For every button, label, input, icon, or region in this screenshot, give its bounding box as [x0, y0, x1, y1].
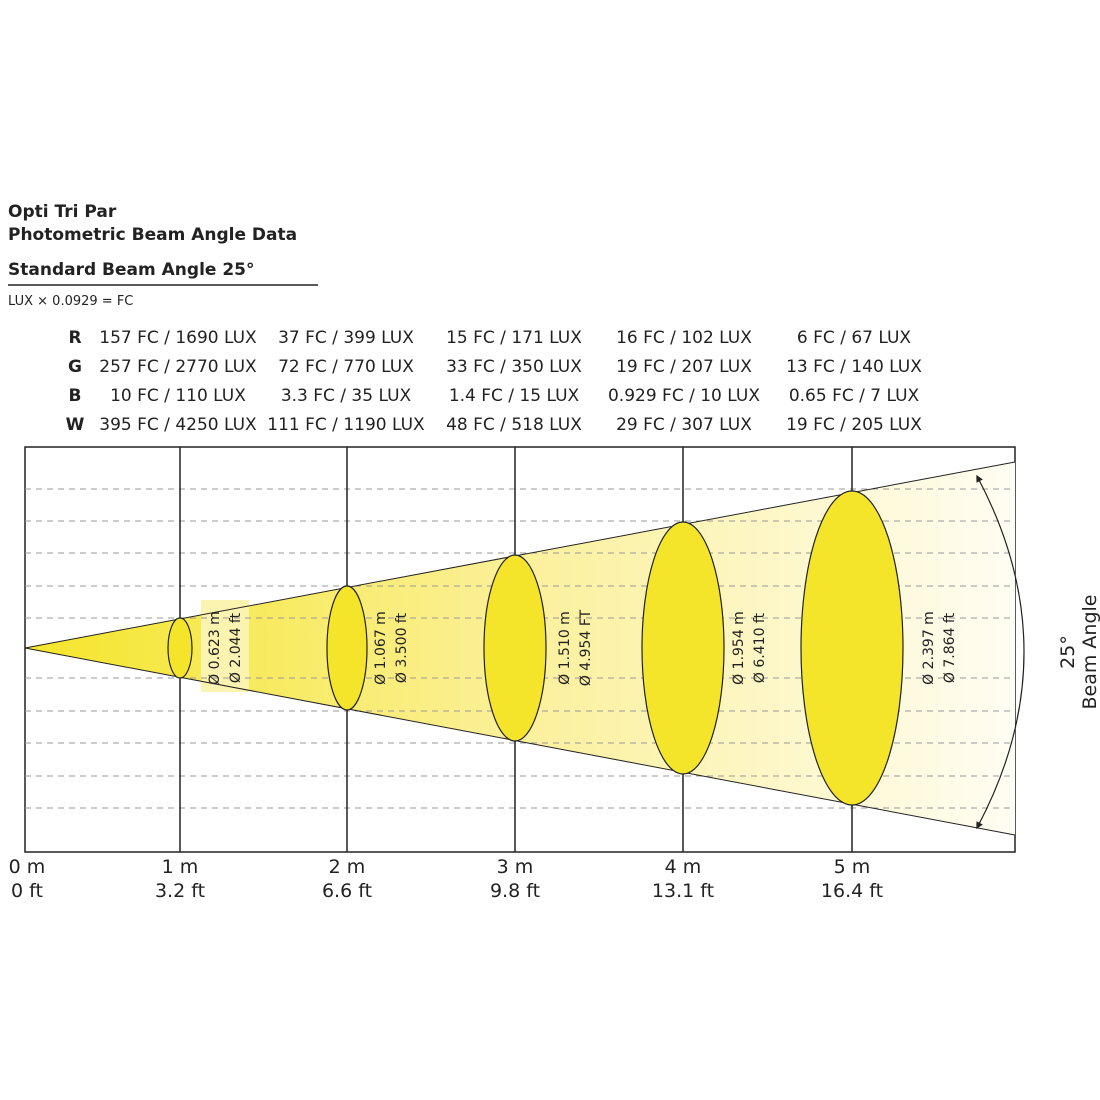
distance-m: 5 m: [834, 856, 871, 878]
distance-m: 4 m: [665, 856, 702, 878]
cell: 0.929 FC / 10 LUX: [608, 386, 760, 406]
cell: 157 FC / 1690 LUX: [99, 328, 257, 348]
distance-ft: 16.4 ft: [821, 880, 883, 902]
diameter-ft: Ø 7.864 ft: [942, 612, 958, 683]
cell: 1.4 FC / 15 LUX: [449, 386, 580, 406]
cell: 37 FC / 399 LUX: [278, 328, 414, 348]
beam-spot: [326, 585, 368, 711]
diameter-m: Ø 2.397 m: [921, 611, 937, 685]
angle-degrees: 25°: [1057, 635, 1079, 669]
distance-ft: 13.1 ft: [652, 880, 714, 902]
diameter-m: Ø 1.067 m: [373, 611, 389, 685]
cell: 395 FC / 4250 LUX: [99, 415, 257, 435]
cell: 111 FC / 1190 LUX: [267, 415, 425, 435]
cell: 33 FC / 350 LUX: [446, 357, 582, 377]
cell: 48 FC / 518 LUX: [446, 415, 582, 435]
beam-spot: [483, 554, 547, 742]
beam-spot: [641, 521, 725, 775]
distance-ft: 6.6 ft: [322, 880, 372, 902]
cell: 15 FC / 171 LUX: [446, 328, 582, 348]
diameter-m: Ø 0.623 m: [207, 611, 223, 685]
cell: 19 FC / 207 LUX: [616, 357, 752, 377]
distance-m: 1 m: [162, 856, 199, 878]
cell: 16 FC / 102 LUX: [616, 328, 752, 348]
beam-spot: [167, 617, 193, 679]
cell: 3.3 FC / 35 LUX: [281, 386, 412, 406]
distance-ft: 0 ft: [11, 880, 43, 902]
cell: 19 FC / 205 LUX: [786, 415, 922, 435]
beam-spot: [800, 490, 904, 806]
beam-diagram: Ø 0.623 m Ø 2.044 ft Ø 1.067 m Ø 3.500 ft Ø …: [24, 446, 1016, 853]
cell: 29 FC / 307 LUX: [616, 415, 752, 435]
angle-label: Beam Angle: [1079, 595, 1100, 710]
cell: 0.65 FC / 7 LUX: [789, 386, 920, 406]
distance-ft: 3.2 ft: [155, 880, 205, 902]
title: Opti Tri Par: [8, 202, 117, 222]
distance-m: 3 m: [497, 856, 534, 878]
subtitle: Photometric Beam Angle Data: [8, 225, 297, 245]
label-highlight: [201, 600, 249, 692]
cell: 257 FC / 2770 LUX: [99, 357, 257, 377]
cell: 13 FC / 140 LUX: [786, 357, 922, 377]
row-label: W: [66, 415, 85, 435]
row-label: B: [69, 386, 82, 406]
beam-heading: Standard Beam Angle 25°: [8, 260, 255, 280]
diameter-m: Ø 1.954 m: [731, 611, 747, 685]
cell: 72 FC / 770 LUX: [278, 357, 414, 377]
diameter-m: Ø 1.510 m: [557, 611, 573, 685]
row-label: G: [68, 357, 82, 377]
diameter-ft: Ø 4.954 FT: [578, 609, 594, 686]
diameter-ft: Ø 3.500 ft: [394, 612, 410, 683]
cell: 6 FC / 67 LUX: [797, 328, 912, 348]
distance-ft: 9.8 ft: [490, 880, 540, 902]
conversion: LUX × 0.0929 = FC: [8, 294, 133, 309]
distance-m: 2 m: [329, 856, 366, 878]
diameter-ft: Ø 2.044 ft: [228, 612, 244, 683]
cell: 10 FC / 110 LUX: [110, 386, 246, 406]
angle-arc: [976, 474, 1025, 830]
photometric-table: R 157 FC / 1690 LUX 37 FC / 399 LUX 15 FC /…: [66, 328, 923, 435]
row-label: R: [68, 328, 81, 348]
diameter-ft: Ø 6.410 ft: [752, 612, 768, 683]
distance-m: 0 m: [9, 856, 46, 878]
